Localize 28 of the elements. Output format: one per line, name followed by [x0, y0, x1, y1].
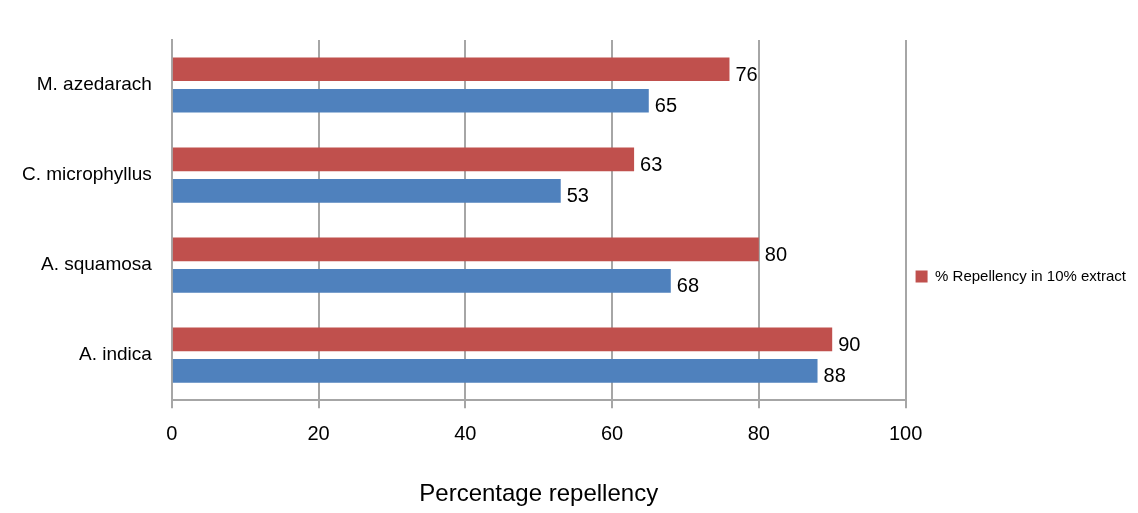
bar: [172, 327, 833, 352]
legend-label: % Repellency in 10% extract: [935, 266, 1127, 284]
x-tick-label: 100: [888, 421, 923, 444]
bar: [172, 359, 818, 383]
data-label: 76: [735, 62, 758, 85]
bar: [172, 179, 561, 203]
data-label: 53: [566, 184, 589, 207]
x-tick-label: 0: [166, 421, 178, 444]
bar: [172, 57, 730, 82]
bar: [172, 88, 649, 113]
x-axis-title: Percentage repellency: [419, 479, 659, 507]
data-label: 65: [654, 94, 678, 117]
bar: [172, 269, 671, 293]
y-tick-label: A. indica: [78, 343, 153, 365]
y-tick-label: M. azedarach: [36, 73, 152, 95]
bar: [172, 237, 759, 262]
x-tick-label: 60: [600, 421, 624, 444]
x-tick-label: 20: [307, 421, 330, 444]
data-label: 90: [838, 332, 861, 355]
data-label: 63: [640, 152, 663, 175]
x-tick-label: 40: [454, 421, 477, 444]
bar: [172, 147, 635, 172]
data-label: 80: [764, 242, 788, 265]
y-tick-label: A. squamosa: [40, 253, 153, 275]
x-tick-label: 80: [747, 421, 770, 444]
y-tick-label: C. microphyllus: [21, 163, 152, 185]
data-label: 68: [676, 274, 700, 297]
data-label: 88: [823, 364, 846, 387]
